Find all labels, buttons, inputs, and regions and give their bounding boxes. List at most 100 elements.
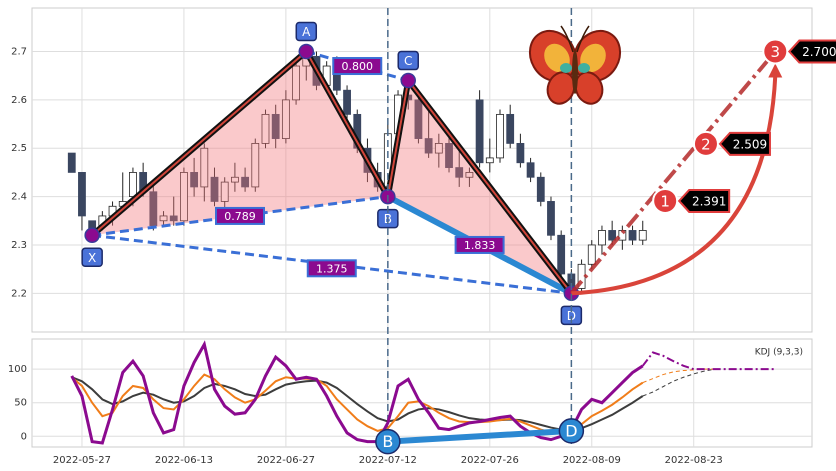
candle-body xyxy=(241,176,249,188)
candle-body xyxy=(424,138,433,154)
pattern-label-box xyxy=(81,247,103,268)
target-line xyxy=(569,50,777,295)
candle-body xyxy=(292,65,300,101)
candle-body xyxy=(78,172,86,217)
divergence-point xyxy=(375,428,401,455)
x-tick-label: 2022-06-27 xyxy=(257,455,315,466)
candle-body xyxy=(149,191,158,227)
kdj-line xyxy=(71,376,644,432)
pattern-triangle xyxy=(387,80,572,294)
candle-body xyxy=(475,99,484,164)
candle-body xyxy=(506,113,515,144)
ratio-label: 1.833 xyxy=(464,239,496,252)
pattern-leg-inner xyxy=(386,80,410,197)
candle-body xyxy=(67,152,76,173)
candle-body xyxy=(465,172,474,178)
target-value-box xyxy=(718,131,771,156)
pattern-point xyxy=(84,227,100,244)
candle-body xyxy=(638,230,647,241)
candle-body xyxy=(210,176,219,202)
candle-body xyxy=(547,201,555,236)
x-tick-label: 2022-08-23 xyxy=(665,455,723,466)
target-value-label: 2.509 xyxy=(733,137,767,151)
pattern-label: A xyxy=(302,25,311,39)
candle-body xyxy=(526,162,535,178)
x-tick-label: 2022-08-09 xyxy=(563,455,621,466)
candle-body xyxy=(434,143,443,154)
ratio-label: 0.800 xyxy=(342,60,374,73)
y-tick-label: 2.7 xyxy=(11,47,27,58)
kdj-panel-frame xyxy=(31,338,813,448)
pattern-leg-inner xyxy=(305,51,389,198)
divergence-point xyxy=(558,418,585,444)
kdj-projection xyxy=(641,351,776,371)
candle-body xyxy=(485,157,494,164)
butterfly-icon xyxy=(528,25,622,105)
target-point xyxy=(652,187,679,214)
ratio-line xyxy=(305,50,409,82)
candle-body xyxy=(180,172,188,222)
target-label: 2 xyxy=(701,135,711,153)
target-label: 3 xyxy=(771,43,781,61)
target-value-box xyxy=(677,188,731,213)
y-tick-label: 100 xyxy=(8,364,27,375)
pattern-label: C xyxy=(404,54,412,68)
target-arrow-head xyxy=(768,63,783,78)
y-tick-label: 50 xyxy=(14,398,27,409)
pattern-point xyxy=(298,43,315,60)
ratio-box xyxy=(306,259,357,278)
y-tick-label: 2.4 xyxy=(11,192,27,203)
candle-body xyxy=(200,147,209,188)
pattern-label: X xyxy=(88,251,96,265)
pattern-label: D xyxy=(567,309,576,323)
pattern-point xyxy=(400,72,416,89)
y-tick-label: 2.6 xyxy=(11,95,27,106)
target-value-label: 2.391 xyxy=(692,194,726,208)
x-tick-label: 2022-07-26 xyxy=(461,455,519,466)
candle-body xyxy=(343,89,351,115)
kdj-line xyxy=(70,340,644,445)
x-tick-label: 2022-05-27 xyxy=(53,455,111,466)
divergence-label: D xyxy=(565,421,577,440)
target-arrow xyxy=(571,75,778,296)
ratio-box xyxy=(215,206,265,225)
pattern-leg-inner xyxy=(91,50,307,237)
ratio-label: 0.789 xyxy=(224,210,256,223)
y-tick-label: 0 xyxy=(21,431,27,442)
candle-body xyxy=(159,215,168,222)
candle-body xyxy=(251,143,260,188)
divergence-line xyxy=(387,427,572,445)
candle-body xyxy=(455,167,464,178)
candle-body xyxy=(445,143,453,168)
kdj-title: KDJ (9,3,3) xyxy=(755,348,803,358)
target-value-label: 2.700 xyxy=(802,45,836,59)
candle-body xyxy=(587,244,596,265)
candle-body xyxy=(628,230,637,241)
candle-body xyxy=(557,234,566,275)
divergence-label: B xyxy=(382,432,393,451)
candle-body xyxy=(414,99,423,139)
candle-body xyxy=(516,143,525,164)
candle-body xyxy=(536,176,545,202)
candle-body xyxy=(271,113,280,139)
ratio-line xyxy=(91,195,389,237)
pattern-label-box xyxy=(295,21,318,42)
pattern-leg-inner xyxy=(407,79,573,294)
ratio-label: 1.375 xyxy=(316,262,348,275)
kdj-projection xyxy=(642,368,715,397)
price-panel-frame xyxy=(31,7,813,333)
candle-body xyxy=(169,215,178,222)
x-tick-label: 2022-07-12 xyxy=(359,455,417,466)
kdj-projection xyxy=(642,368,715,384)
target-label: 1 xyxy=(660,192,670,210)
candle-body xyxy=(496,113,504,159)
ratio-box xyxy=(454,235,505,254)
target-point xyxy=(762,38,789,65)
y-tick-label: 2.2 xyxy=(11,288,27,299)
marks: 2.2 2.3 2.4 2.5 2.6 2.7 0.789 0.800 1.833 1.375 X A… xyxy=(8,8,836,466)
candle-body xyxy=(281,99,290,139)
candle-body xyxy=(129,172,137,197)
